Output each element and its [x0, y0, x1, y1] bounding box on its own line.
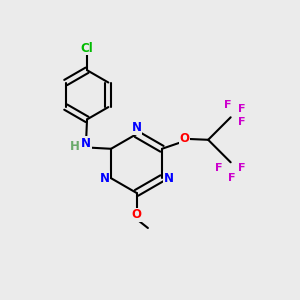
Text: F: F	[228, 173, 236, 183]
Text: N: N	[99, 172, 110, 185]
Text: H: H	[70, 140, 80, 153]
Text: N: N	[81, 137, 91, 150]
Text: F: F	[238, 117, 246, 127]
Text: F: F	[238, 104, 246, 114]
Text: F: F	[215, 163, 222, 173]
Text: N: N	[164, 172, 174, 185]
Text: Cl: Cl	[81, 41, 93, 55]
Text: N: N	[131, 121, 142, 134]
Text: O: O	[131, 208, 142, 221]
Text: O: O	[179, 132, 190, 146]
Text: F: F	[238, 163, 246, 173]
Text: F: F	[224, 100, 231, 110]
